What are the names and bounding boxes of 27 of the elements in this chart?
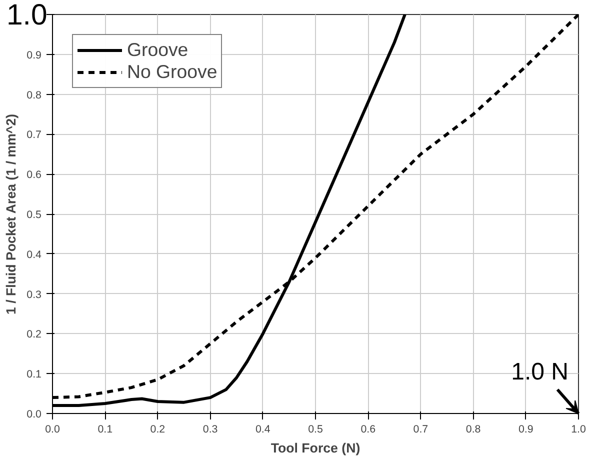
x-tick-label: 0.2 <box>150 424 166 436</box>
y-tick-label: 0.2 <box>26 328 42 341</box>
y-tick-label: 0.5 <box>26 209 42 221</box>
x-tick-label: 0.3 <box>202 424 218 436</box>
y-tick-label: 0.3 <box>26 288 42 301</box>
x-tick-label: 0.4 <box>255 424 270 436</box>
legend-label: No Groove <box>127 61 218 83</box>
x-tick-label: 0.1 <box>98 424 113 436</box>
x-tick-label: 0.5 <box>308 424 323 436</box>
y-tick-label: 0.1 <box>26 368 42 381</box>
y-tick-label: 0.6 <box>26 169 42 182</box>
x-axis-title: Tool Force (N) <box>270 440 360 456</box>
x-tick-label: 0.0 <box>45 424 60 436</box>
y-tick-label: 0.0 <box>26 408 42 420</box>
x-tick-label: 0.7 <box>413 424 428 436</box>
x-tick-label: 0.8 <box>466 424 481 436</box>
y-tick-label: 0.9 <box>26 49 42 62</box>
x-tick-label: 1.0 <box>571 424 586 436</box>
text: 1.0 <box>6 0 48 32</box>
y-tick-label: 0.8 <box>26 89 42 102</box>
legend-label: Groove <box>127 39 188 61</box>
y-axis-title: 1 / Fluid Pocket Area (1 / mm^2) <box>4 114 19 315</box>
y-tick-label: 0.7 <box>26 129 42 142</box>
x-tick-label: 0.9 <box>518 424 534 436</box>
y-tick-label: 0.4 <box>26 248 42 261</box>
annotation: 1.0 N <box>511 358 569 386</box>
x-tick-label: 0.6 <box>360 424 376 436</box>
